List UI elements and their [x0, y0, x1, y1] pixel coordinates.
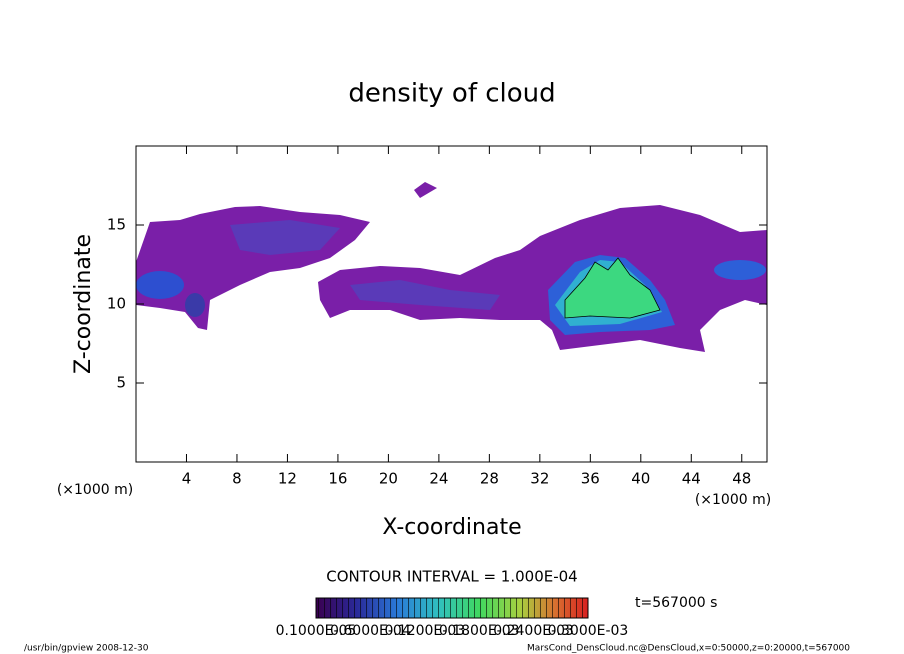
colorbar-label: 0.2400E-03	[493, 623, 574, 639]
chart-title: density of cloud	[348, 79, 555, 109]
y-axis-label: Z-coordinate	[71, 234, 96, 374]
x-tick-label: 20	[379, 470, 398, 488]
x-tick-label: 44	[682, 470, 701, 488]
colorbar-label: 0.1200E-03	[384, 623, 465, 639]
x-axis-label: X-coordinate	[382, 515, 521, 540]
y-tick-label: 15	[107, 216, 126, 234]
y-tick-label: 5	[116, 374, 126, 392]
footer: /usr/bin/gpview 2008-12-30	[24, 644, 149, 654]
colorbar-label: 0.3000E-03	[548, 623, 629, 639]
x-tick-label: 48	[732, 470, 751, 488]
x-tick-label: 28	[480, 470, 499, 488]
x-unit-label: (×1000 m)	[695, 492, 771, 508]
x-tick-label: 32	[530, 470, 549, 488]
colorbar-lines	[316, 598, 588, 618]
colorbar-label: 0.1800E-03	[439, 623, 520, 639]
x-tick-label: 24	[429, 470, 448, 488]
x-tick-label: 16	[328, 470, 347, 488]
y-tick-label: 10	[107, 295, 126, 313]
x-unit-label: (×1000 m)	[57, 482, 133, 498]
time-label: t=567000 s	[635, 595, 717, 611]
colorbar-label: 0.1000E-05	[276, 623, 357, 639]
x-tick-label: 8	[232, 470, 242, 488]
x-tick-label: 12	[278, 470, 297, 488]
cloud-field	[136, 182, 767, 352]
x-tick-label: 4	[182, 470, 192, 488]
x-tick-label: 40	[631, 470, 650, 488]
footer: MarsCond_DensCloud.nc@DensCloud,x=0:5000…	[527, 644, 850, 654]
colorbar-label: 0.6000E-04	[330, 623, 411, 639]
x-tick-label: 36	[581, 470, 600, 488]
contour-interval: CONTOUR INTERVAL = 1.000E-04	[326, 568, 577, 586]
